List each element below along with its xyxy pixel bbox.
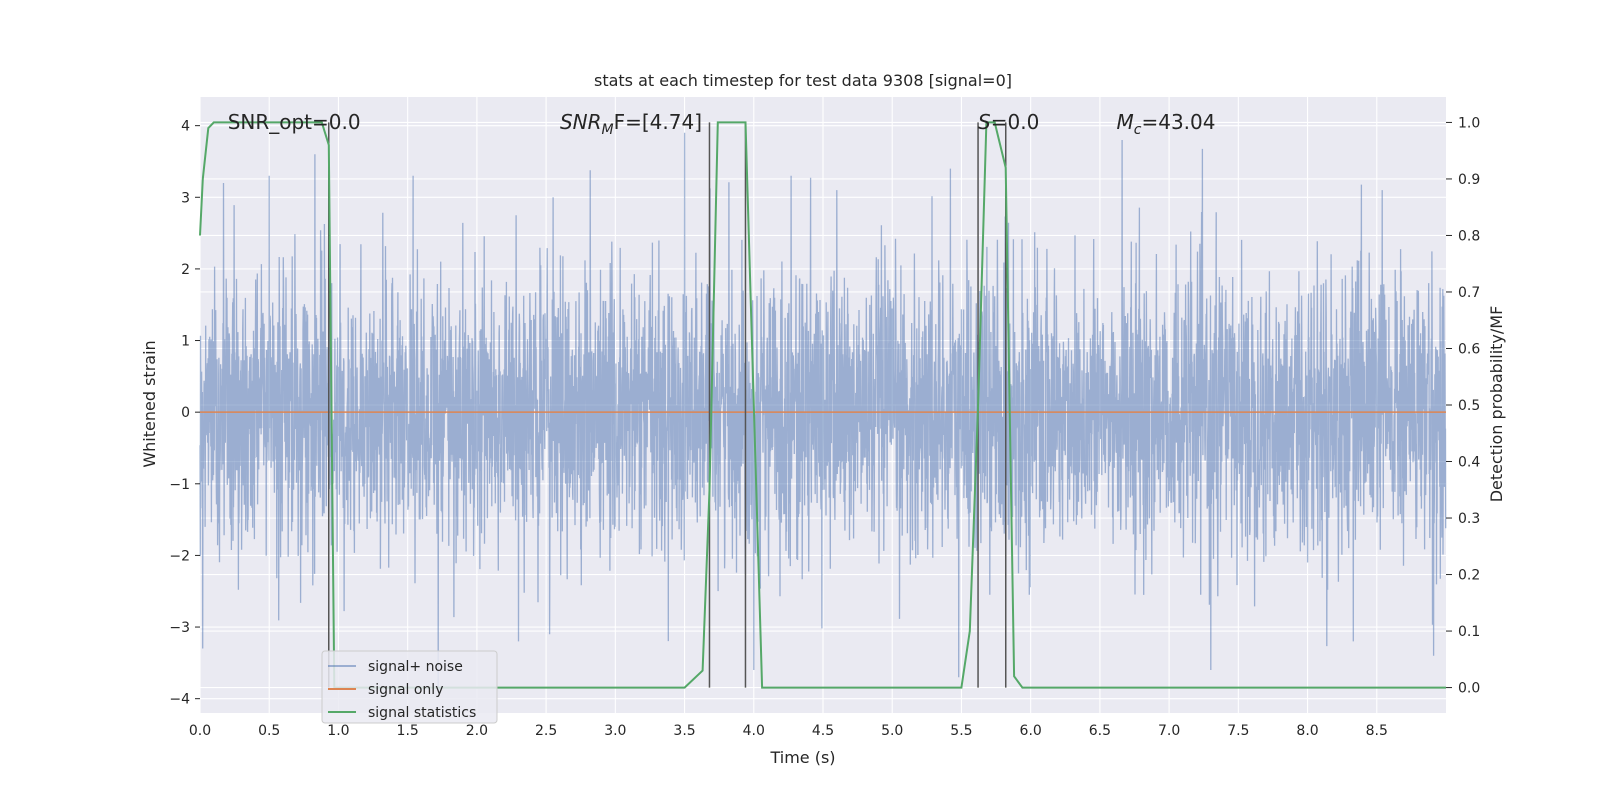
y-tick-label: −4	[169, 692, 190, 708]
x-tick-label: 6.0	[1020, 723, 1042, 739]
y2-tick-label: 0.9	[1458, 172, 1480, 188]
x-tick-label: 6.5	[1089, 723, 1111, 739]
x-tick-label: 2.0	[466, 723, 488, 739]
x-tick-label: 0.5	[258, 723, 280, 739]
legend-entry: signal statistics	[368, 705, 476, 721]
y2-tick-label: 0.4	[1458, 455, 1480, 471]
y2-tick-label: 0.5	[1458, 398, 1480, 414]
x-tick-label: 3.5	[673, 723, 695, 739]
y2-tick-label: 0.0	[1458, 681, 1480, 697]
x-tick-label: 7.0	[1158, 723, 1180, 739]
y2-axis-label: Detection probability/MF	[1487, 306, 1506, 503]
x-tick-label: 4.5	[812, 723, 834, 739]
y2-tick-label: 0.2	[1458, 568, 1480, 584]
y-tick-label: 3	[181, 190, 190, 206]
annotation-text: SNR_opt=0.0	[228, 110, 361, 134]
x-tick-label: 1.5	[397, 723, 419, 739]
y-tick-label: 1	[181, 334, 190, 350]
x-axis-label: Time (s)	[769, 748, 835, 767]
y-tick-label: 0	[181, 405, 190, 421]
x-tick-label: 4.0	[743, 723, 765, 739]
x-tick-label: 2.5	[535, 723, 557, 739]
annotation-text: SNRMF=[4.74]	[560, 110, 702, 138]
y2-tick-label: 0.7	[1458, 285, 1480, 301]
y2-tick-label: 0.3	[1458, 511, 1480, 527]
y-tick-label: 4	[181, 119, 190, 135]
legend-entry: signal+ noise	[368, 659, 463, 675]
y2-tick-label: 0.6	[1458, 341, 1480, 357]
y2-tick-label: 1.0	[1458, 115, 1480, 131]
signal-statistics-line	[199, 121, 1446, 689]
y-tick-label: 2	[181, 262, 190, 278]
chart-title: stats at each timestep for test data 930…	[594, 71, 1012, 90]
y2-tick-label: 0.8	[1458, 228, 1480, 244]
x-tick-label: 1.0	[327, 723, 349, 739]
x-tick-label: 3.0	[604, 723, 626, 739]
y2-tick-label: 0.1	[1458, 624, 1480, 640]
y-tick-label: −3	[169, 620, 190, 636]
annotations: SNR_opt=0.0 SNRMF=[4.74] S=0.0 Mc=43.04	[228, 110, 1216, 138]
y-axis-label: Whitened strain	[140, 340, 159, 467]
y-tick-label: −2	[169, 548, 190, 564]
y-tick-label: −1	[169, 477, 190, 493]
x-tick-label: 7.5	[1227, 723, 1249, 739]
noise-series	[199, 132, 1447, 692]
x-tick-label: 0.0	[189, 723, 211, 739]
noise-line	[199, 132, 1447, 692]
x-tick-label: 8.5	[1366, 723, 1388, 739]
annotation-text: Mc=43.04	[1117, 110, 1216, 138]
legend-entry: signal only	[368, 682, 443, 698]
signal-statistics-series	[199, 121, 1446, 689]
x-tick-label: 5.5	[950, 723, 972, 739]
annotation-text: S=0.0	[978, 110, 1039, 134]
legend-box	[321, 650, 498, 724]
axes: 0.0 0.5 1.0 1.5 2.0 2.5 3.0 3.5 4.0 4.5 5.0 5.5 6.0 6…	[169, 115, 1480, 739]
x-tick-label: 8.0	[1296, 723, 1318, 739]
legend[interactable]: signal+ noise signal only signal statistic…	[321, 650, 498, 724]
x-tick-label: 5.0	[881, 723, 903, 739]
